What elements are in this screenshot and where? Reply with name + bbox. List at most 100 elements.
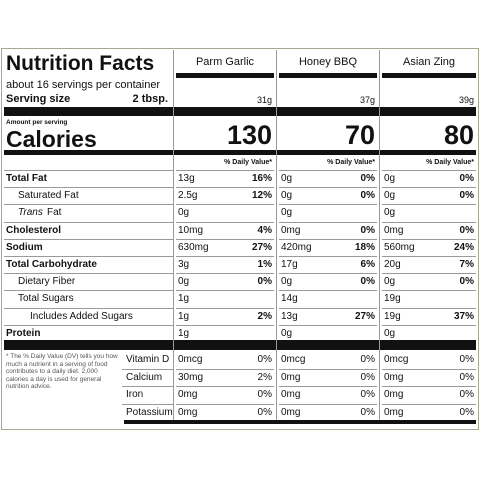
row-rule — [122, 368, 174, 370]
nutrient-amount: 0g — [384, 173, 396, 184]
row-rule — [176, 368, 274, 370]
nutrient-amount: 0g — [281, 173, 293, 184]
nutrient-label: Dietary Fiber — [18, 276, 76, 288]
nutrient-dv: 1% — [257, 259, 272, 270]
nutrient-amount: 1g — [178, 293, 190, 305]
column-name: Asian Zing — [403, 56, 455, 68]
row-rule — [382, 238, 476, 240]
nutrient-dv: 0% — [459, 224, 474, 236]
nutrient-amount: 20g — [384, 259, 401, 270]
row-rule — [176, 187, 274, 189]
nutrient-amount: 0g — [384, 276, 396, 288]
thick-rule — [4, 340, 476, 350]
row-rule — [279, 187, 377, 189]
vitamin-label: Potassium — [126, 406, 173, 418]
serving-weight: 39g — [458, 95, 474, 105]
row-rule — [382, 290, 476, 292]
nutrient-dv: 4% — [257, 224, 272, 236]
column-name: Honey BBQ — [298, 56, 358, 68]
nutrient-amount: 2.5g — [178, 190, 198, 202]
nutrient-label: Total Sugars — [18, 293, 74, 305]
row-rule — [176, 170, 274, 171]
vitamin-dv: 0% — [360, 371, 375, 383]
nutrient-amount: 1g — [178, 327, 190, 339]
vitamin-amount: 0mg — [281, 389, 301, 400]
row-rule — [279, 290, 377, 292]
column-rule — [279, 73, 377, 78]
nutrient-label: Total Carbohydrate — [6, 259, 97, 270]
row-rule — [4, 238, 174, 240]
nutrient-dv: 0% — [257, 276, 272, 288]
vitamin-dv: 2% — [257, 371, 272, 383]
row-rule — [382, 324, 476, 326]
nutrient-amount: 14g — [281, 293, 298, 305]
nutrient-dv: 2% — [257, 310, 272, 322]
row-rule — [176, 307, 274, 309]
nutrient-label: Total Fat — [6, 173, 47, 184]
vitamin-amount: 30mg — [178, 371, 204, 383]
column-rule — [176, 73, 274, 78]
row-rule — [279, 307, 377, 309]
vitamin-dv: 0% — [459, 406, 474, 418]
bottom-rule — [124, 420, 476, 424]
vitamin-amount: 0mcg — [178, 354, 203, 365]
row-rule — [176, 290, 274, 292]
nutrient-dv: 18% — [354, 241, 375, 253]
nutrient-dv: 12% — [251, 190, 272, 202]
serving-size-label: Serving size — [6, 93, 71, 105]
nutrient-dv: 27% — [354, 310, 375, 322]
row-rule — [382, 221, 476, 223]
row-rule — [279, 256, 377, 257]
nutrient-amount: 0g — [281, 327, 293, 339]
nutrient-amount: 0mg — [281, 224, 301, 236]
nutrient-amount: 0g — [384, 190, 396, 202]
row-rule — [4, 290, 174, 292]
row-rule — [4, 221, 174, 223]
nutrient-amount: 0g — [178, 207, 190, 219]
row-rule — [279, 238, 377, 240]
nutrient-label: Sodium — [6, 241, 43, 253]
vitamin-amount: 0mg — [281, 406, 301, 418]
row-rule — [279, 221, 377, 223]
column-divider — [173, 50, 174, 420]
vitamin-dv: 0% — [257, 406, 272, 418]
nutrient-dv: 0% — [360, 224, 375, 236]
row-rule — [122, 403, 174, 405]
row-rule — [382, 307, 476, 309]
vitamin-label: Vitamin D — [126, 354, 170, 365]
row-rule — [279, 403, 377, 405]
row-rule — [176, 386, 274, 387]
vitamin-label: Iron — [126, 389, 144, 400]
vitamin-amount: 0mg — [178, 406, 198, 418]
row-rule — [382, 170, 476, 171]
nutrient-amount: 420mg — [281, 241, 312, 253]
label-border — [1, 48, 479, 430]
nutrient-label: Saturated Fat — [18, 190, 79, 202]
nutrient-dv: 37% — [453, 310, 474, 322]
vitamin-dv: 0% — [459, 354, 474, 365]
nutrient-amount: 13g — [178, 173, 195, 184]
serving-weight: 31g — [256, 95, 272, 105]
nutrient-amount: 0g — [281, 190, 293, 202]
nutrient-label-prefix: Trans — [18, 207, 43, 219]
row-rule — [176, 273, 274, 275]
nutrient-dv: 16% — [251, 173, 272, 184]
nutrient-dv: 0% — [360, 173, 375, 184]
footnote: * The % Daily Value (DV) tells you how m… — [6, 353, 118, 390]
nutrient-amount: 13g — [281, 310, 298, 322]
vitamin-dv: 0% — [360, 354, 375, 365]
row-rule — [382, 386, 476, 387]
row-rule — [176, 238, 274, 240]
nutrient-dv: 0% — [459, 276, 474, 288]
row-rule — [279, 324, 377, 326]
nutrient-dv: 24% — [453, 241, 474, 253]
vitamin-dv: 0% — [360, 406, 375, 418]
vitamin-amount: 0mcg — [384, 354, 409, 365]
row-rule — [382, 273, 476, 275]
dv-header: % Daily Value* — [426, 159, 474, 166]
column-divider — [276, 50, 277, 420]
nutrient-amount: 630mg — [178, 241, 209, 253]
calories-value: 80 — [443, 120, 474, 150]
calories-label: Calories — [6, 126, 97, 152]
nutrient-amount: 3g — [178, 259, 190, 270]
